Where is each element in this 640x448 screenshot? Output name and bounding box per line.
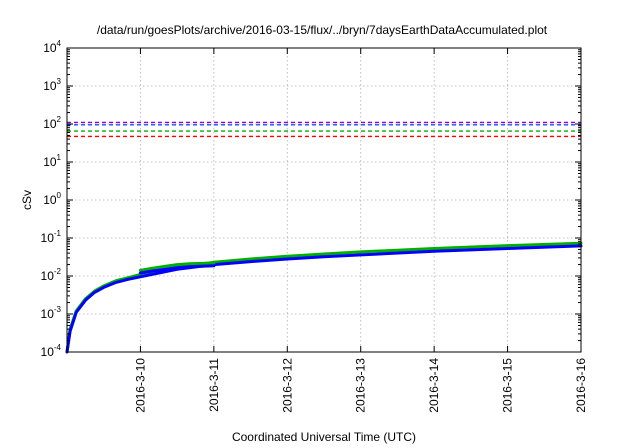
threshold-lines (67, 121, 581, 138)
y-tick-label: 103 (43, 77, 61, 93)
y-tick-label: 10-1 (41, 229, 62, 245)
series-line (65, 244, 583, 354)
x-tick-label: 2016-3-11 (207, 358, 221, 412)
y-tick-label: 101 (43, 153, 61, 169)
y-tick-label: 10-4 (41, 343, 62, 359)
y-axis-label: cSv (20, 190, 34, 210)
x-axis-label: Coordinated Universal Time (UTC) (232, 430, 416, 444)
x-tick-label: 2016-3-15 (501, 358, 515, 413)
y-tick-label: 10-2 (41, 267, 62, 283)
x-tick-label: 2016-3-13 (354, 358, 368, 413)
y-tick-labels: 10-4 10-3 10-2 10-1 100 101 102 103 104 (41, 39, 62, 359)
ticks (67, 47, 582, 353)
series-line (138, 261, 216, 272)
y-tick-label: 10-3 (41, 305, 62, 321)
y-tick-label: 104 (43, 39, 61, 55)
chart-title: /data/run/goesPlots/archive/2016-03-15/f… (97, 23, 548, 37)
x-tick-labels: 2016-3-10 2016-3-11 2016-3-12 2016-3-13 2016… (133, 358, 588, 413)
data-series (65, 241, 583, 354)
x-tick-label: 2016-3-16 (574, 358, 588, 413)
grid (67, 48, 581, 352)
x-tick-label: 2016-3-12 (280, 358, 294, 413)
series-line (138, 264, 216, 275)
x-tick-label: 2016-3-14 (427, 358, 441, 413)
y-tick-label: 100 (43, 191, 61, 207)
x-tick-label: 2016-3-10 (133, 358, 147, 413)
y-tick-label: 102 (43, 115, 61, 131)
